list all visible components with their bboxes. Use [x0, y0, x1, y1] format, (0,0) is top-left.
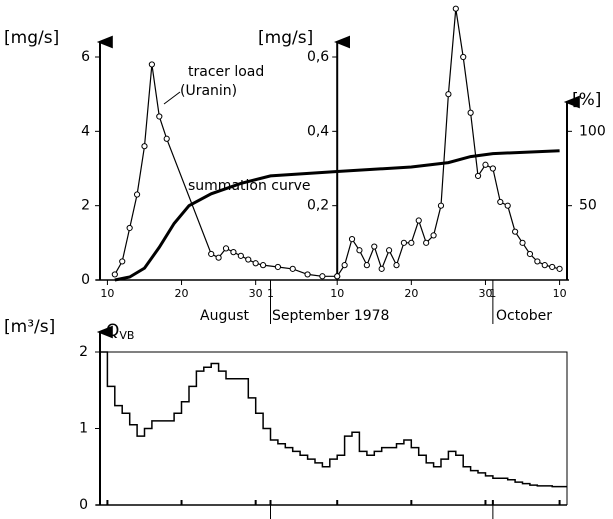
data-point [222, 245, 230, 252]
data-point [274, 263, 282, 271]
data-point [141, 143, 148, 150]
data-point [363, 262, 370, 269]
x-tick-label: 30 [478, 287, 492, 300]
data-point [415, 217, 422, 224]
data-point [474, 172, 482, 180]
y-axis-label: [m³/s] [4, 317, 55, 337]
data-point [504, 202, 511, 209]
y-tick-label: 1 [79, 421, 88, 437]
series-label: QVB [106, 321, 134, 342]
data-point [437, 202, 445, 209]
y-axis-label: [mg/s] [4, 28, 59, 48]
data-point [334, 273, 341, 280]
data-point [341, 262, 348, 269]
data-point [237, 252, 244, 259]
data-point [126, 224, 133, 232]
annotation: tracer load [188, 64, 264, 80]
data-point [534, 258, 541, 265]
y2-axis-label: [mg/s] [258, 28, 313, 48]
data-point [259, 262, 267, 269]
data-point [378, 265, 385, 272]
data-point [289, 265, 296, 272]
data-point [148, 61, 155, 68]
data-point [452, 5, 459, 12]
data-point [245, 256, 252, 263]
tracer-line [336, 8, 560, 277]
month-label: August [200, 308, 250, 324]
data-point [385, 247, 393, 254]
data-point [482, 161, 489, 168]
data-point [423, 239, 430, 246]
x-tick-label: 20 [404, 287, 418, 300]
y2-tick-label: 0,6 [307, 49, 329, 65]
data-point [393, 262, 400, 269]
leader-line [163, 91, 181, 105]
y-tick-label: 2 [79, 344, 88, 360]
data-point [445, 91, 452, 98]
y-tick-label: 6 [81, 49, 90, 65]
x-tick-label: 10 [553, 287, 567, 300]
summation-curve [114, 149, 560, 282]
frame [100, 351, 568, 505]
y3-tick-label: 50 [579, 198, 597, 214]
data-point [408, 239, 415, 246]
y-tick-label: 4 [81, 123, 90, 139]
data-point [111, 271, 118, 278]
data-point [208, 250, 215, 258]
data-point [512, 228, 519, 235]
y-tick-label: 2 [81, 198, 90, 214]
y-tick-label: 0 [81, 272, 90, 288]
data-point [549, 263, 556, 271]
x-tick-label: 10 [100, 287, 114, 300]
data-point [467, 109, 474, 116]
data-point [489, 165, 496, 172]
x-tick-label: 10 [330, 287, 344, 300]
data-point [215, 254, 222, 261]
y3-tick-label: 100 [579, 123, 606, 139]
y-tick-label: 0 [79, 497, 88, 513]
data-point [163, 135, 170, 142]
data-point [556, 265, 563, 272]
y3-axis-label: [%] [572, 90, 601, 110]
data-point [430, 232, 437, 239]
y2-tick-label: 0,2 [307, 198, 329, 214]
data-point [356, 247, 363, 254]
data-point [156, 113, 163, 120]
annotation: (Uranin) [180, 83, 237, 99]
discharge-step [100, 351, 567, 488]
data-point [541, 262, 548, 269]
x-tick-label: 30 [249, 287, 263, 300]
data-point [304, 271, 311, 278]
data-point [519, 239, 526, 246]
data-point [230, 249, 237, 256]
data-point [319, 273, 326, 280]
data-point [371, 243, 378, 250]
data-point [460, 53, 467, 61]
data-point [119, 258, 126, 265]
x-tick-label: 20 [175, 287, 189, 300]
y2-tick-label: 0,4 [307, 123, 329, 139]
data-point [497, 198, 504, 206]
data-point [526, 250, 534, 258]
data-point [252, 260, 259, 267]
data-point [400, 239, 408, 246]
month-label: October [496, 308, 552, 324]
month-label: September 1978 [272, 308, 389, 324]
data-point [348, 236, 356, 243]
data-point [133, 191, 141, 198]
